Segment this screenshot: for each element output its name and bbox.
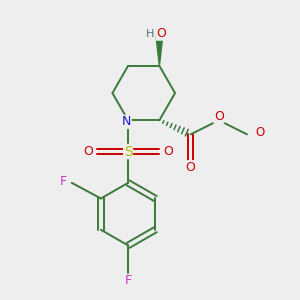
Text: N: N bbox=[122, 115, 131, 128]
Text: O: O bbox=[83, 145, 93, 158]
Text: S: S bbox=[124, 145, 133, 159]
Text: O: O bbox=[163, 145, 173, 158]
Text: O: O bbox=[156, 27, 166, 40]
Text: O: O bbox=[214, 110, 224, 123]
Text: F: F bbox=[59, 175, 67, 188]
Text: H: H bbox=[146, 29, 154, 39]
Text: F: F bbox=[124, 274, 132, 287]
Text: O: O bbox=[186, 161, 196, 174]
Polygon shape bbox=[156, 36, 163, 66]
Text: O: O bbox=[255, 126, 264, 139]
